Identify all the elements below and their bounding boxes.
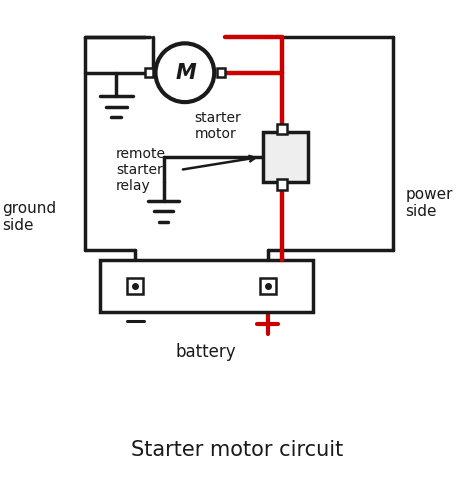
Bar bbox=[260, 278, 276, 295]
Bar bbox=[217, 68, 225, 77]
Bar bbox=[263, 132, 308, 182]
Text: starter
motor: starter motor bbox=[194, 111, 241, 141]
Bar bbox=[277, 179, 287, 190]
Bar bbox=[277, 124, 287, 134]
Bar bbox=[100, 260, 313, 312]
Bar bbox=[127, 278, 144, 295]
Text: Starter motor circuit: Starter motor circuit bbox=[131, 440, 343, 459]
Bar bbox=[145, 68, 153, 77]
Text: remote
starter
relay: remote starter relay bbox=[116, 147, 166, 193]
Text: M: M bbox=[175, 63, 196, 83]
Text: ground
side: ground side bbox=[2, 201, 56, 233]
Text: battery: battery bbox=[176, 343, 237, 361]
Text: power
side: power side bbox=[405, 187, 453, 219]
